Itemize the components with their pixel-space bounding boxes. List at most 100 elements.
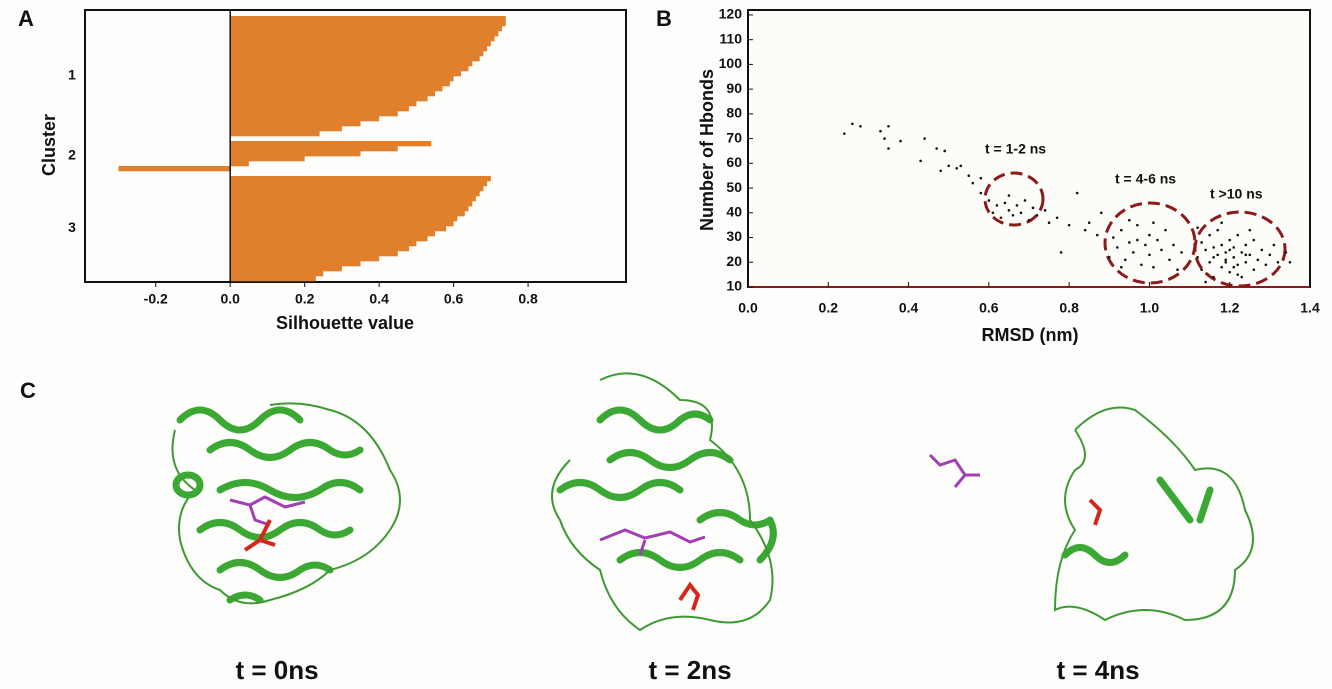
bar [230,71,462,77]
point [1152,221,1155,224]
point [979,191,983,195]
annotation: t >10 ns [1210,186,1263,202]
point [1212,275,1215,279]
point [1220,221,1223,224]
bar [230,106,409,112]
x-tick-label: 0.2 [295,291,315,307]
point [1180,251,1183,254]
point [1019,211,1023,215]
y-tick-label: 30 [726,228,742,244]
y-tick-label: 2 [68,147,76,163]
y-tick-label: 60 [726,154,742,170]
point [1148,253,1151,257]
point [1035,213,1039,217]
point [1228,270,1232,274]
point [899,139,902,143]
point [1204,280,1207,284]
point [1240,275,1244,279]
bar [230,201,473,207]
point [1248,228,1252,232]
point [887,124,890,128]
point [1128,218,1131,222]
x-tick-label: 0.8 [518,291,538,307]
point [1232,246,1236,249]
point [935,147,938,150]
point [1276,260,1280,264]
bar [230,176,491,182]
bar [230,76,454,82]
bar [230,151,361,157]
y-tick-label: 20 [726,253,742,269]
point [1260,248,1264,252]
point [1099,211,1103,215]
bar [230,206,469,212]
point [1244,253,1248,257]
point [1116,246,1119,249]
bar [230,126,342,132]
structure-label: t = 2ns [648,655,731,685]
bar [230,141,432,147]
point [967,174,971,178]
loop [1053,406,1254,622]
point [1160,248,1163,252]
point [1128,241,1131,244]
loop [171,402,401,605]
point [1272,243,1276,247]
point [1200,268,1203,271]
point [1136,223,1139,227]
x-tick-label: 0.0 [220,291,240,307]
bar [230,236,428,242]
point [1047,221,1051,224]
point [1228,238,1232,242]
structure-t2 [551,372,777,632]
x-tick-label: 1.0 [1140,300,1160,316]
bar [230,241,417,247]
bar [230,81,450,87]
point [1067,223,1071,227]
point [1023,199,1027,202]
structure-label: t = 0ns [235,655,318,685]
y-tick-label: 110 [719,30,742,46]
point [879,129,882,133]
bar [230,256,380,262]
point [919,159,922,163]
annotation: t = 4-6 ns [1115,171,1176,187]
point [1240,251,1244,254]
point [1212,246,1215,249]
bar [230,46,488,52]
bar [230,221,454,227]
x-axis-label: RMSD (nm) [982,325,1079,345]
cluster-circles [983,171,1287,288]
point [1224,258,1227,262]
point [955,166,959,170]
bar [230,216,458,222]
structure-t4 [928,406,1254,622]
point [859,124,862,128]
point [1236,233,1240,237]
y-tick-label: 10 [726,278,742,294]
point [1059,251,1063,254]
bar [230,66,469,72]
point [1095,233,1099,237]
panel-label: C [20,378,36,403]
residue [678,581,701,611]
bar [230,191,480,197]
point [1268,253,1272,257]
x-tick-label: 0.0 [738,300,758,316]
residue [1088,498,1103,526]
panel-label: B [656,6,672,31]
point [1007,194,1011,197]
point [1015,204,1019,207]
x-tick-label: 1.4 [1300,300,1320,316]
bar [230,186,484,192]
y-tick-label: 100 [719,55,743,71]
point [1220,265,1223,269]
bar [230,36,495,42]
point [1176,268,1179,271]
point [979,176,983,180]
point [1156,238,1159,242]
point [1144,243,1147,247]
x-axis-label: Silhouette value [276,313,414,333]
point [1232,256,1236,259]
point [1168,258,1171,262]
